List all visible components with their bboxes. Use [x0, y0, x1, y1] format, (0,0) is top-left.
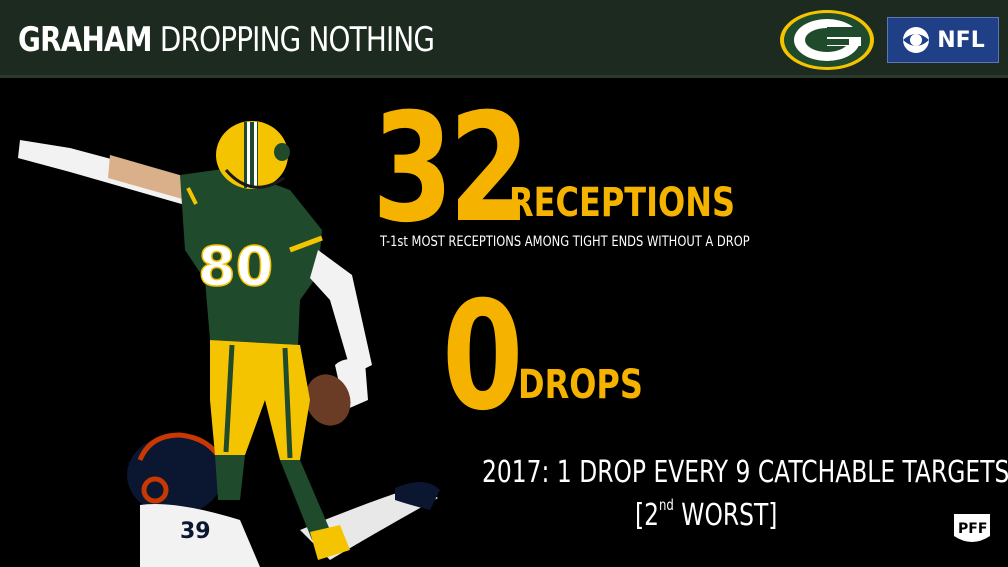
- footnote-rank-close: WORST]: [673, 498, 778, 533]
- pff-label: PFF: [958, 521, 987, 537]
- drops-value: 0: [442, 270, 524, 444]
- footnote-rank-suffix: nd: [659, 496, 674, 514]
- packers-g-logo-icon: [780, 10, 874, 70]
- footnote-line-1: 2017: 1 DROP EVERY 9 CATCHABLE TARGETS: [482, 455, 1008, 490]
- jersey-number: 80: [198, 235, 273, 298]
- pff-logo-icon: PFF: [954, 514, 990, 542]
- page-title: GRAHAM DROPPING NOTHING: [18, 18, 435, 62]
- receptions-label: RECEPTIONS: [509, 180, 736, 226]
- drops-label: DROPS: [518, 362, 643, 408]
- receiver-figure: 80: [18, 121, 372, 560]
- receptions-note: T-1st MOST RECEPTIONS AMONG TIGHT ENDS W…: [380, 234, 750, 250]
- receptions-value: 32: [372, 82, 530, 256]
- player-illustration: 39 80: [18, 121, 440, 567]
- header-divider: [0, 75, 1008, 78]
- cbs-eye-icon: [903, 27, 930, 53]
- defender-number: 39: [180, 519, 211, 544]
- nfl-label: NFL: [937, 27, 985, 53]
- title-light: DROPPING NOTHING: [159, 20, 435, 60]
- footnote-line-2: [2nd WORST]: [635, 496, 778, 533]
- footnote-rank-open: [2: [635, 498, 660, 533]
- broadcaster-badge: NFL: [887, 17, 999, 63]
- title-bold: GRAHAM: [18, 20, 152, 60]
